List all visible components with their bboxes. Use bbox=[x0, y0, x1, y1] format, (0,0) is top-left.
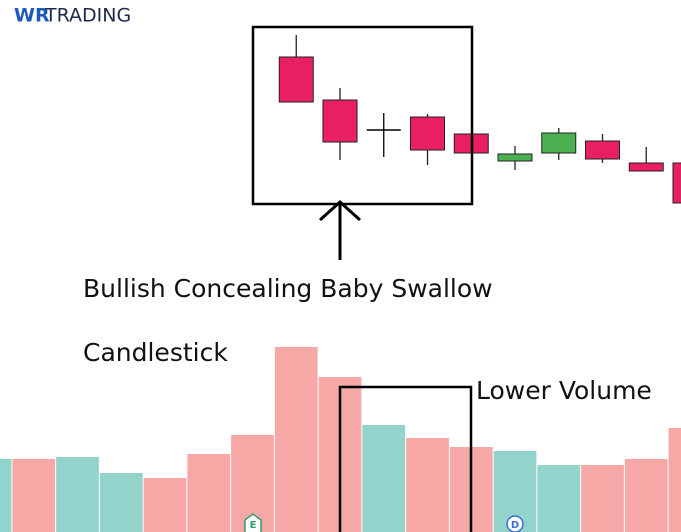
annotation: Lower Volume bbox=[476, 376, 652, 405]
volume-bar bbox=[624, 459, 668, 532]
candle-body bbox=[672, 162, 681, 204]
pattern-box bbox=[251, 25, 474, 206]
candle-body bbox=[585, 140, 620, 160]
logo-mark: WR bbox=[14, 5, 50, 27]
volume-bar bbox=[581, 465, 624, 532]
candle-body bbox=[322, 99, 358, 143]
annotation: Bullish Concealing Baby Swallow bbox=[83, 274, 493, 303]
volume-bar bbox=[0, 459, 12, 532]
volume-bar bbox=[406, 438, 449, 532]
volume-bar bbox=[143, 478, 187, 532]
dividend-marker: D bbox=[511, 520, 519, 531]
event-marker: E bbox=[250, 520, 257, 531]
logo-text: TRADING bbox=[44, 5, 131, 27]
volume-bar bbox=[56, 457, 99, 532]
event-badge bbox=[244, 513, 262, 532]
arrow bbox=[318, 199, 362, 260]
annotation: Candlestick bbox=[83, 338, 228, 367]
candle-body bbox=[278, 56, 314, 103]
volume-bar bbox=[274, 347, 318, 532]
candle-body bbox=[497, 153, 533, 162]
volume-bar bbox=[12, 459, 56, 532]
candle-body bbox=[541, 132, 577, 154]
volume-bar bbox=[99, 473, 143, 532]
price-layer bbox=[278, 35, 681, 204]
volume-bar bbox=[668, 428, 681, 532]
candle-body bbox=[410, 116, 445, 151]
candle-body bbox=[628, 162, 664, 172]
volume-bar bbox=[537, 465, 581, 532]
volume-bar bbox=[362, 425, 406, 532]
volume-box bbox=[338, 385, 473, 532]
volume-bar bbox=[187, 454, 231, 532]
dividend-badge bbox=[506, 515, 524, 532]
